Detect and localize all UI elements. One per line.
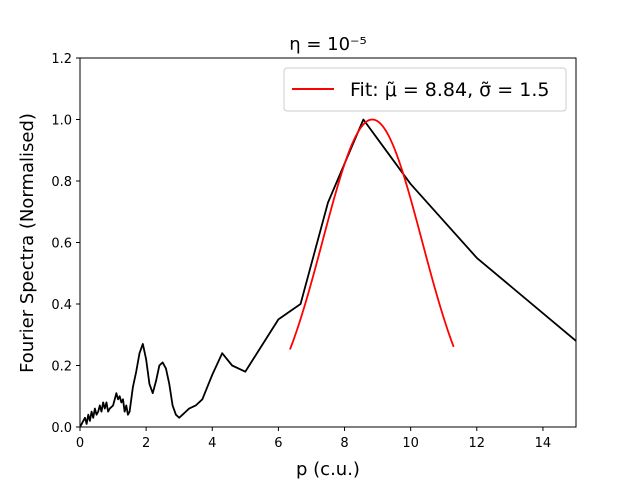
y-tick-label: 0.2 — [51, 360, 72, 375]
series-line-fit — [289, 118, 455, 350]
plot-area — [80, 118, 576, 427]
y-tick-label: 0.8 — [51, 175, 72, 190]
x-tick-label: 10 — [402, 436, 419, 451]
y-axis-label: Fourier Spectra (Normalised) — [17, 113, 38, 373]
x-axis-label: p (c.u.) — [296, 459, 360, 480]
y-tick-label: 0.0 — [51, 421, 72, 436]
x-tick-label: 6 — [274, 436, 282, 451]
axes: 0 2 4 6 8 10 12 14 0.0 0.2 0.4 0.6 0.8 1.0 1.2 — [51, 52, 577, 451]
y-tick-label: 0.4 — [51, 298, 72, 313]
y-tick-label: 1.2 — [51, 52, 72, 67]
legend-label-fit: Fit: μ̃ = 8.84, σ̃ = 1.5 — [350, 79, 549, 101]
x-tick-label: 0 — [76, 436, 84, 451]
x-tick-label: 14 — [535, 436, 552, 451]
series-line-spectrum — [80, 118, 576, 427]
x-tick-label: 8 — [340, 436, 348, 451]
y-tick-label: 1.0 — [51, 114, 72, 129]
x-tick-label: 2 — [142, 436, 150, 451]
x-tick-label: 12 — [469, 436, 486, 451]
legend-box — [283, 67, 567, 112]
legend: Fit: μ̃ = 8.84, σ̃ = 1.5 — [283, 67, 567, 112]
y-tick-label: 0.6 — [51, 237, 72, 252]
chart-title: η = 10⁻⁵ — [289, 34, 367, 55]
x-tick-label: 4 — [208, 436, 216, 451]
